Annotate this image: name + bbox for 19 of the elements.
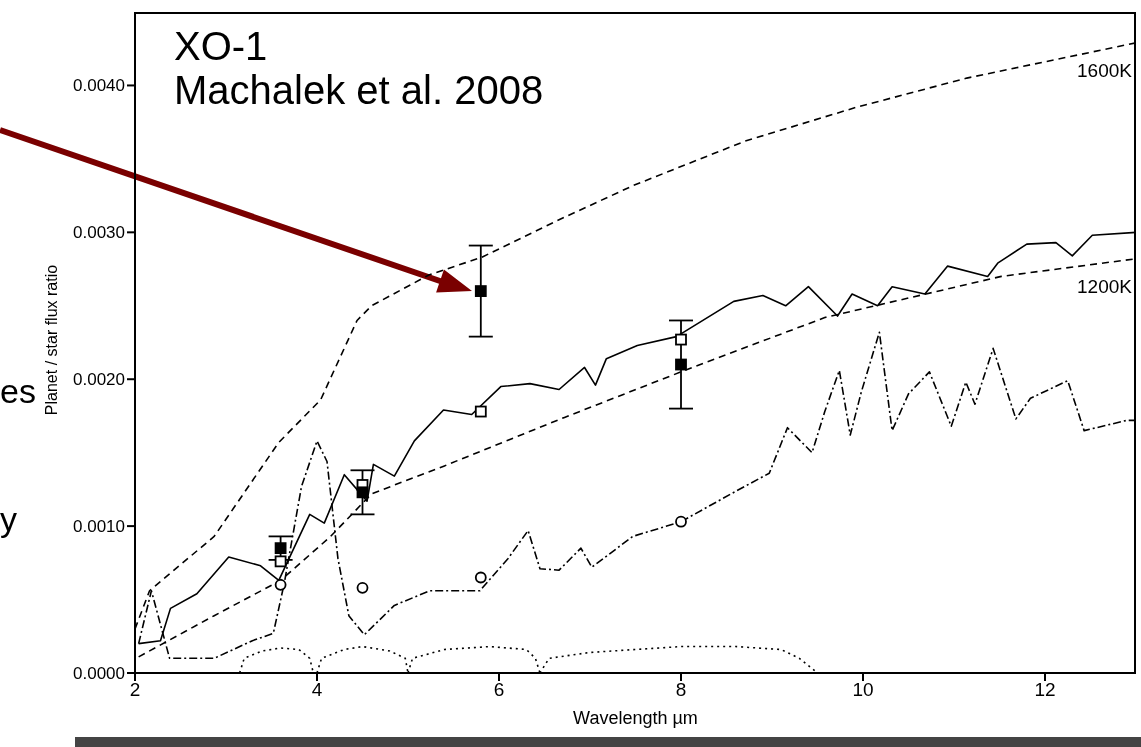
text: Machalek et al. 2008 xyxy=(174,68,544,112)
text: es xyxy=(0,372,36,411)
x-tick-label: 2 xyxy=(129,679,141,701)
y-tick-label: 0.0040 xyxy=(73,76,125,96)
y-tick-label: 0.0020 xyxy=(73,370,125,390)
x-tick-label: 4 xyxy=(311,679,323,701)
x-axis-title: Wavelength µm xyxy=(572,708,699,729)
x-tick-label: 10 xyxy=(852,679,874,701)
y-tick-label: 0.0030 xyxy=(73,223,125,243)
x-tick-label: 8 xyxy=(675,679,687,701)
x-tick-label: 6 xyxy=(493,679,505,701)
y-axis-title: Planet / star flux ratio xyxy=(43,264,61,416)
y-tick-label: 0.0000 xyxy=(73,664,125,684)
series-label: 1200K xyxy=(1077,275,1133,297)
x-tick-label: 12 xyxy=(1034,679,1056,701)
chart-title: XO-1 xyxy=(174,24,269,68)
y-tick-label: 0.0010 xyxy=(73,517,125,537)
series-label: 1600K xyxy=(1077,59,1133,81)
text: y xyxy=(0,500,17,539)
